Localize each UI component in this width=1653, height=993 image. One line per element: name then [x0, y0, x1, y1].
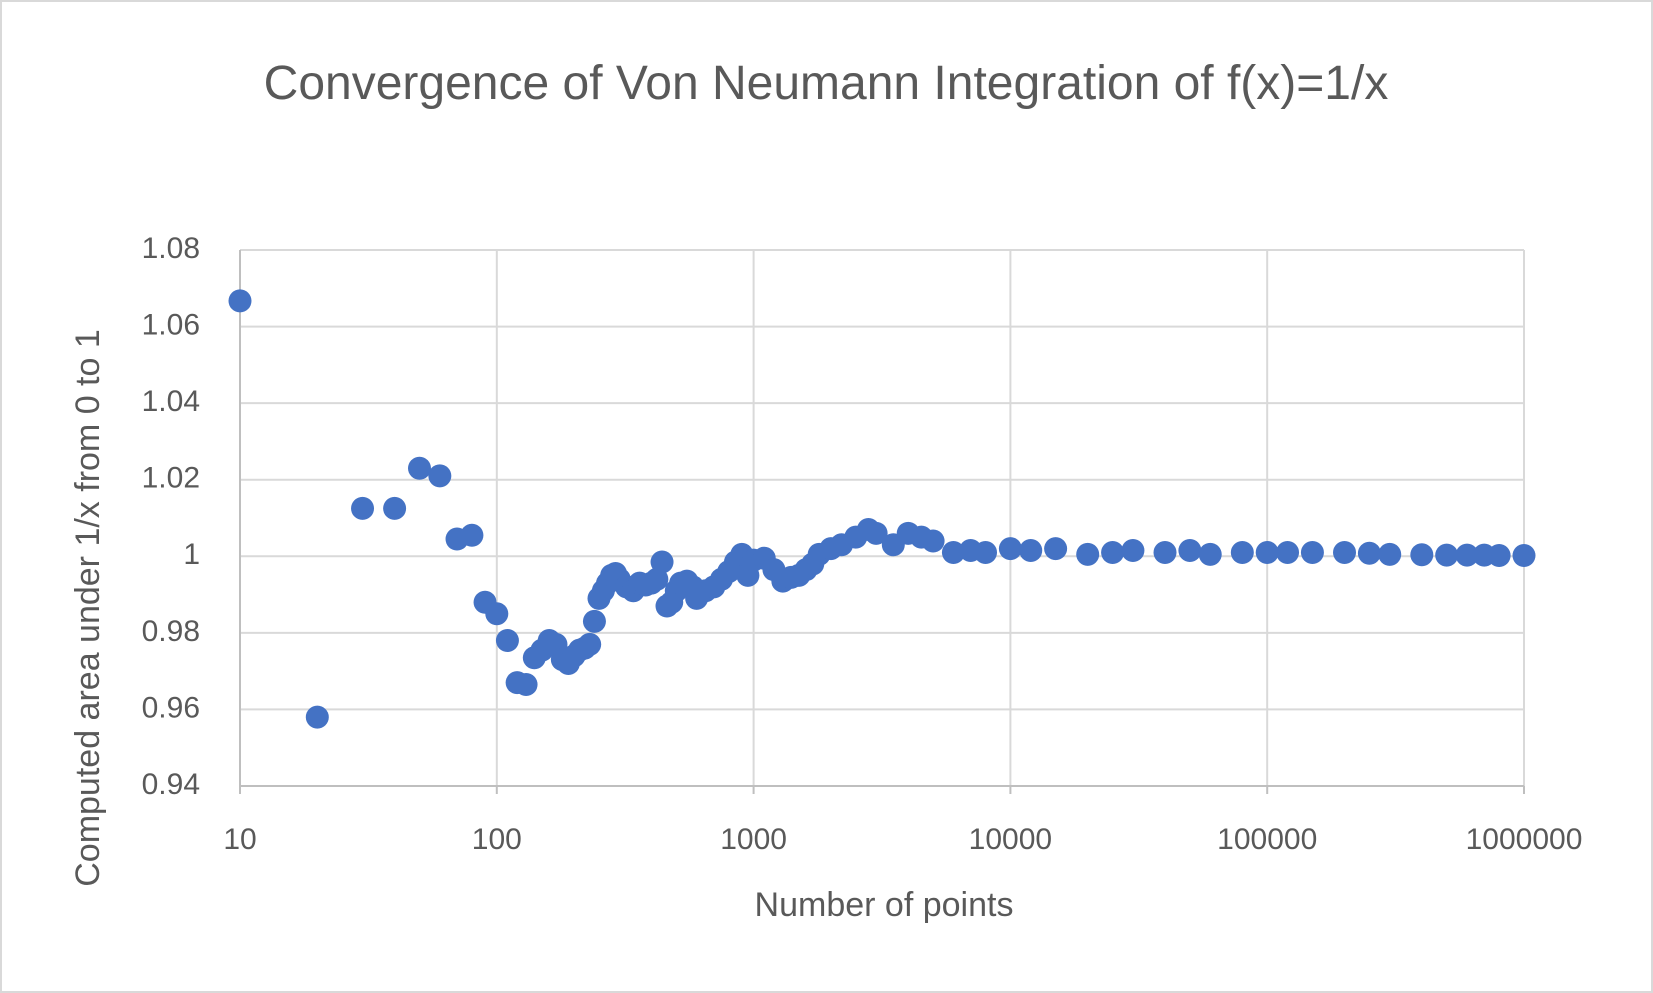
- data-point: [1230, 540, 1254, 564]
- y-tick-label: 1.08: [142, 232, 200, 265]
- data-point: [974, 540, 998, 564]
- data-point: [1121, 539, 1145, 563]
- y-tick-label: 0.96: [142, 691, 200, 724]
- y-tick-label: 1.04: [142, 385, 200, 418]
- data-point: [305, 705, 329, 729]
- y-axis-label: Computed area under 1/x from 0 to 1: [69, 329, 107, 887]
- x-tick-label: 10: [223, 823, 256, 856]
- data-point: [1512, 544, 1536, 568]
- data-point: [1300, 540, 1324, 564]
- data-point: [1101, 540, 1125, 564]
- x-tick-label: 1000: [720, 823, 787, 856]
- data-point: [1178, 539, 1202, 563]
- data-point: [460, 523, 484, 547]
- chart-title: Convergence of Von Neumann Integration o…: [263, 57, 1389, 110]
- data-point: [578, 632, 602, 656]
- data-point: [495, 629, 519, 653]
- data-point: [921, 529, 945, 553]
- data-point: [228, 289, 252, 313]
- x-tick-label: 100000: [1217, 823, 1317, 856]
- data-point: [1378, 542, 1402, 566]
- y-tick-label: 0.98: [142, 615, 200, 648]
- data-point: [383, 496, 407, 520]
- data-point: [1255, 540, 1279, 564]
- data-point: [351, 496, 375, 520]
- x-tick-label: 100: [472, 823, 522, 856]
- data-point: [1410, 543, 1434, 567]
- data-point: [1019, 539, 1043, 563]
- data-point: [1487, 544, 1511, 568]
- data-point: [864, 521, 888, 545]
- data-point: [428, 464, 452, 488]
- x-tick-label: 1000000: [1466, 823, 1583, 856]
- x-axis-label: Number of points: [755, 886, 1014, 924]
- data-point: [1198, 542, 1222, 566]
- y-tick-label: 0.94: [142, 768, 200, 801]
- data-point: [1276, 540, 1300, 564]
- data-point: [650, 550, 674, 574]
- data-point: [998, 537, 1022, 561]
- data-point: [1153, 540, 1177, 564]
- data-point: [514, 673, 538, 697]
- y-tick-label: 1.06: [142, 308, 200, 341]
- data-point: [941, 540, 965, 564]
- data-point: [1455, 543, 1479, 567]
- data-point: [1333, 540, 1357, 564]
- data-point: [1076, 542, 1100, 566]
- data-point: [1357, 541, 1381, 565]
- data-point: [1044, 537, 1068, 561]
- y-tick-label: 1: [183, 538, 200, 571]
- data-point: [485, 602, 509, 626]
- data-point: [407, 456, 431, 480]
- data-point: [582, 609, 606, 633]
- data-point: [1435, 543, 1459, 567]
- y-tick-label: 1.02: [142, 462, 200, 495]
- x-tick-label: 10000: [969, 823, 1052, 856]
